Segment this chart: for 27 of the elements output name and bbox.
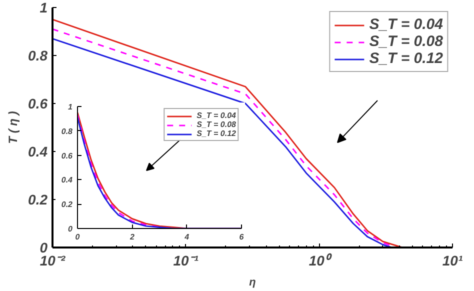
x-tick-label: 10⁰: [308, 252, 332, 268]
y-tick-label: 0.6: [28, 96, 48, 112]
x-tick-label: 10⁻¹: [173, 252, 199, 268]
y-tick-label: 0.4: [28, 144, 48, 160]
y-axis-title: T ( η ): [6, 111, 20, 144]
x-tick-label: 10⁻²: [40, 252, 66, 268]
y-tick-label: 0.8: [61, 126, 74, 136]
legend-label: S_T = 0.12: [369, 50, 443, 67]
x-tick-label: 0: [75, 232, 80, 242]
legend-label: S_T = 0.08: [196, 120, 236, 129]
y-tick-label: 0.2: [28, 192, 48, 208]
y-tick-label: 0.8: [28, 48, 48, 64]
y-tick-label: 0.6: [61, 151, 74, 160]
y-tick-label: 1: [40, 0, 48, 16]
legend-label: S_T = 0.04: [369, 16, 443, 33]
x-axis-title: η: [249, 276, 256, 288]
y-tick-label: 0: [68, 224, 74, 234]
legend-label: S_T = 0.04: [196, 111, 236, 120]
x-tick-label: 2: [128, 232, 135, 242]
legend-label: S_T = 0.08: [369, 33, 443, 50]
legend-label: S_T = 0.12: [196, 129, 236, 138]
x-tick-label: 10¹: [442, 252, 463, 268]
x-tick-label: 4: [184, 232, 190, 242]
x-tick-label: 6: [239, 232, 244, 242]
y-tick-label: 0.2: [61, 200, 74, 210]
y-tick-label: 1: [68, 102, 74, 112]
y-tick-label: 0.4: [61, 176, 74, 185]
